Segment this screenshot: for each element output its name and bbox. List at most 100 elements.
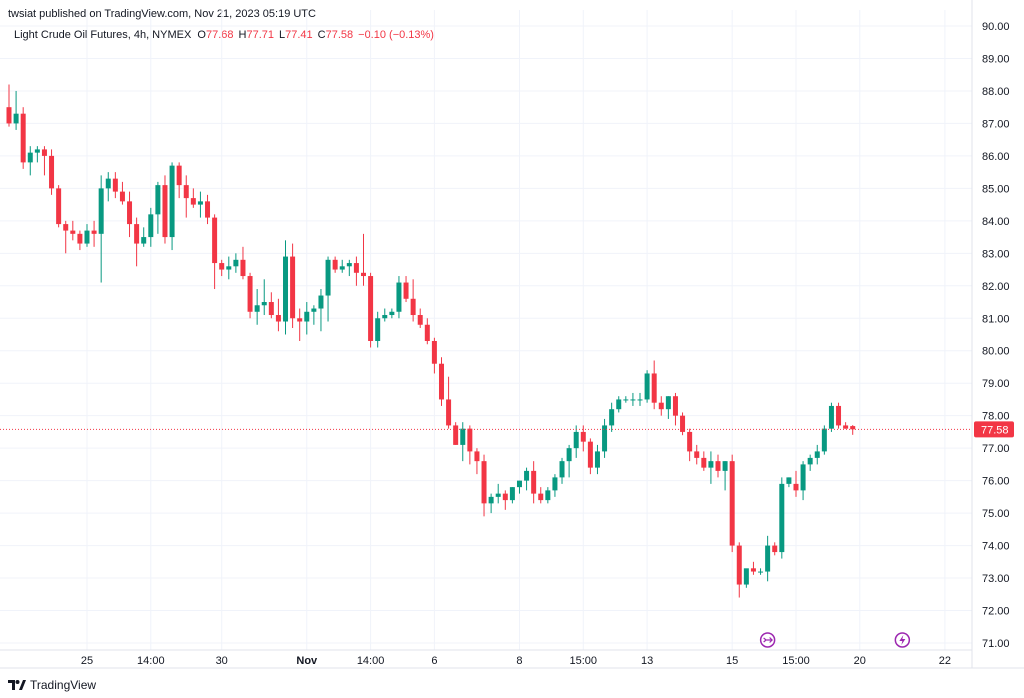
candle[interactable]	[694, 444, 700, 465]
candle[interactable]	[680, 412, 686, 436]
candle[interactable]	[793, 470, 799, 497]
candle[interactable]	[240, 246, 246, 280]
candle[interactable]	[382, 308, 388, 322]
candle[interactable]	[651, 360, 657, 410]
candle[interactable]	[169, 162, 175, 251]
candle[interactable]	[814, 444, 820, 465]
candle[interactable]	[750, 561, 756, 575]
candle[interactable]	[325, 256, 331, 322]
candle[interactable]	[332, 256, 338, 273]
candle[interactable]	[602, 418, 608, 458]
candle[interactable]	[247, 272, 253, 319]
candle[interactable]	[339, 259, 345, 273]
candle[interactable]	[573, 425, 579, 458]
candle[interactable]	[13, 90, 19, 130]
candle[interactable]	[290, 243, 296, 329]
candle[interactable]	[665, 396, 671, 419]
candle[interactable]	[743, 568, 749, 588]
candle[interactable]	[190, 188, 196, 208]
candle[interactable]	[715, 454, 721, 478]
candle[interactable]	[587, 438, 593, 475]
candle[interactable]	[162, 175, 168, 244]
candle[interactable]	[644, 370, 650, 403]
candle[interactable]	[474, 448, 480, 475]
candle[interactable]	[268, 292, 274, 319]
candle[interactable]	[729, 454, 735, 553]
candle[interactable]	[772, 542, 778, 556]
candle[interactable]	[77, 230, 83, 251]
candle[interactable]	[779, 477, 785, 559]
candle[interactable]	[403, 276, 409, 303]
candle[interactable]	[722, 461, 728, 491]
candle[interactable]	[127, 191, 133, 238]
candle[interactable]	[346, 259, 352, 277]
candle[interactable]	[112, 172, 118, 199]
candle[interactable]	[389, 308, 395, 319]
candle[interactable]	[212, 214, 218, 290]
candle[interactable]	[304, 302, 310, 335]
candle[interactable]	[41, 146, 47, 176]
candle[interactable]	[850, 425, 856, 435]
candle[interactable]	[672, 392, 678, 426]
candle[interactable]	[566, 444, 572, 478]
candle[interactable]	[488, 493, 494, 514]
candle[interactable]	[736, 542, 742, 598]
candle[interactable]	[424, 318, 430, 345]
candle[interactable]	[105, 172, 111, 202]
candle[interactable]	[410, 279, 416, 322]
candle[interactable]	[828, 402, 834, 432]
candle[interactable]	[623, 396, 629, 403]
price-axis[interactable]: 90.00 89.00 88.00 87.00 86.00 85.00 84.00 83.00…	[982, 21, 1010, 650]
candle[interactable]	[708, 451, 714, 484]
candle[interactable]	[552, 474, 558, 497]
candle[interactable]	[800, 461, 806, 501]
candle[interactable]	[786, 477, 792, 488]
candle[interactable]	[63, 220, 69, 254]
candle[interactable]	[431, 337, 437, 374]
candle[interactable]	[524, 467, 530, 491]
candle[interactable]	[205, 194, 211, 225]
candle[interactable]	[56, 185, 62, 228]
candle[interactable]	[446, 376, 452, 429]
candle[interactable]	[765, 535, 771, 582]
candle[interactable]	[481, 454, 487, 517]
candle[interactable]	[318, 289, 324, 332]
candle[interactable]	[580, 425, 586, 452]
candle[interactable]	[630, 392, 636, 406]
candle[interactable]	[49, 149, 55, 195]
candle[interactable]	[509, 487, 515, 504]
candle[interactable]	[516, 480, 522, 494]
candle[interactable]	[27, 146, 33, 176]
candle[interactable]	[495, 483, 501, 504]
candle[interactable]	[311, 305, 317, 325]
candle[interactable]	[353, 256, 359, 286]
candle[interactable]	[701, 451, 707, 471]
candle[interactable]	[6, 84, 12, 127]
candle[interactable]	[375, 311, 381, 348]
candle[interactable]	[531, 461, 537, 504]
candle[interactable]	[658, 396, 664, 416]
candle[interactable]	[843, 422, 849, 429]
candle[interactable]	[261, 279, 267, 316]
candle[interactable]	[84, 224, 90, 247]
candle[interactable]	[687, 428, 693, 462]
candle[interactable]	[637, 392, 643, 406]
candle[interactable]	[807, 454, 813, 471]
candle[interactable]	[275, 298, 281, 332]
candle[interactable]	[98, 175, 104, 283]
candle[interactable]	[283, 240, 289, 335]
candle[interactable]	[396, 276, 402, 319]
candle[interactable]	[368, 272, 374, 348]
candle[interactable]	[141, 227, 147, 247]
candle[interactable]	[758, 568, 764, 575]
candle[interactable]	[417, 308, 423, 329]
candle[interactable]	[559, 457, 565, 484]
candle[interactable]	[155, 181, 161, 234]
candle[interactable]	[545, 487, 551, 504]
candle[interactable]	[254, 289, 260, 325]
candle[interactable]	[836, 402, 842, 429]
candle[interactable]	[119, 181, 125, 205]
candle[interactable]	[453, 422, 459, 445]
candle[interactable]	[361, 233, 366, 286]
